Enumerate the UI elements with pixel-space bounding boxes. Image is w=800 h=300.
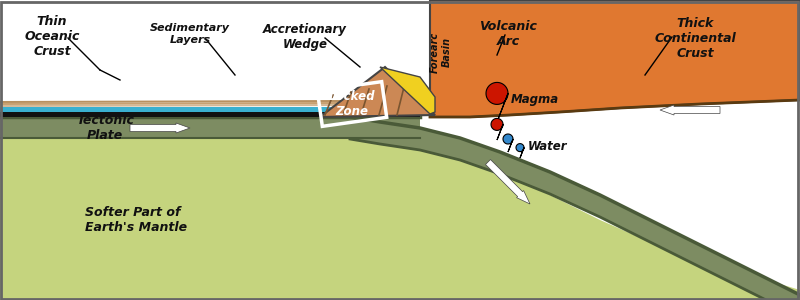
Polygon shape (0, 102, 345, 105)
Polygon shape (0, 112, 420, 117)
Text: Softer Part of
Earth's Mantle: Softer Part of Earth's Mantle (85, 206, 187, 234)
Text: Volcanic
Arc: Volcanic Arc (479, 20, 537, 48)
FancyArrow shape (486, 160, 530, 204)
FancyArrow shape (130, 123, 190, 133)
Polygon shape (380, 67, 435, 114)
Polygon shape (491, 118, 503, 140)
Text: Locked
Zone: Locked Zone (329, 90, 375, 118)
Text: Water: Water (528, 140, 567, 154)
Text: Sedimentary
Layers: Sedimentary Layers (150, 23, 230, 45)
Text: Forearc
Basin: Forearc Basin (430, 32, 452, 73)
Polygon shape (350, 117, 800, 300)
Polygon shape (0, 107, 420, 112)
Polygon shape (503, 134, 513, 152)
Polygon shape (320, 67, 435, 117)
Polygon shape (0, 117, 420, 138)
FancyArrow shape (660, 105, 720, 115)
Polygon shape (516, 144, 524, 158)
Text: Magma: Magma (511, 94, 559, 106)
Text: Thick
Continental
Crust: Thick Continental Crust (654, 17, 736, 60)
Polygon shape (486, 82, 508, 122)
Text: Thin
Oceanic
Crust: Thin Oceanic Crust (24, 15, 80, 58)
Polygon shape (0, 104, 345, 107)
Polygon shape (0, 115, 800, 300)
Polygon shape (0, 100, 345, 103)
Text: Accretionary
Wedge: Accretionary Wedge (263, 23, 347, 51)
Polygon shape (430, 0, 800, 117)
Text: Tectonic
Plate: Tectonic Plate (76, 114, 134, 142)
